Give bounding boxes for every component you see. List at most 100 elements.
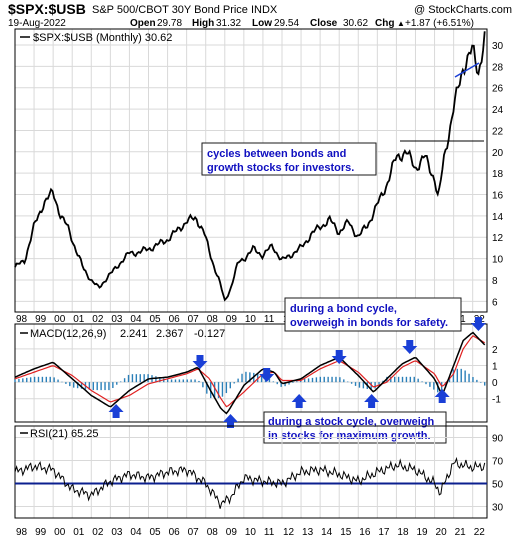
x-tick-label-top: 00 — [54, 314, 66, 325]
price-y-tick-label: 20 — [492, 148, 504, 159]
x-tick-label-bottom: 03 — [111, 527, 123, 538]
macd-histogram-bar — [256, 373, 259, 383]
x-tick-label-top: 04 — [130, 314, 142, 325]
macd-histogram-bar — [460, 368, 462, 383]
rsi-y-tick-label: 50 — [492, 480, 504, 491]
x-tick-label-top: 98 — [16, 314, 28, 325]
macd-histogram-bar — [241, 373, 243, 383]
macd-histogram-bar — [433, 382, 435, 390]
high-label: High — [192, 18, 214, 29]
x-tick-label-bottom: 12 — [283, 527, 295, 538]
macd-histogram-bar — [358, 382, 361, 388]
x-tick-label-bottom: 10 — [245, 527, 257, 538]
price-y-tick-label: 30 — [492, 41, 504, 52]
macd-histogram-bar — [159, 377, 161, 383]
price-y-tick-label: 24 — [492, 105, 504, 116]
hist-legend-value: -0.127 — [194, 328, 225, 340]
macd-histogram — [14, 368, 486, 399]
price-y-tick-label: 10 — [492, 255, 504, 266]
macd-histogram-bar — [14, 379, 16, 383]
macd-histogram-bar — [296, 381, 298, 383]
up-arrow — [108, 404, 124, 418]
up-arrow — [364, 394, 380, 408]
x-tick-label-bottom: 00 — [54, 527, 66, 538]
macd-histogram-bar — [221, 382, 224, 397]
down-arrow — [192, 355, 208, 369]
macd-histogram-bar — [202, 382, 204, 388]
chg-arrow: ▲ — [397, 19, 405, 28]
x-tick-label-top: 99 — [35, 314, 47, 325]
open-value: 29.78 — [157, 18, 182, 29]
x-tick-label-bottom: 15 — [340, 527, 352, 538]
macd-histogram-bar — [186, 379, 188, 383]
close-label: Close — [310, 18, 338, 29]
macd-histogram-bar — [131, 374, 134, 383]
price-y-tick-label: 28 — [492, 62, 504, 73]
ohlc-summary: Open 29.78 High 31.32 Low 29.54 Close 30… — [130, 18, 474, 29]
macd-histogram-bar — [268, 378, 271, 383]
macd-histogram-bar — [323, 376, 325, 383]
macd-histogram-bar — [311, 377, 314, 383]
macd-histogram-bar — [292, 382, 294, 383]
x-tick-label-bottom: 21 — [455, 527, 467, 538]
macd-histogram-bar — [350, 382, 353, 384]
macd-histogram-bar — [29, 377, 32, 383]
cycle-arrows — [108, 317, 486, 428]
low-label: Low — [252, 18, 272, 29]
x-tick-label-top: 03 — [111, 314, 123, 325]
macd-histogram-bar — [233, 382, 235, 384]
price-y-tick-label: 18 — [492, 169, 504, 180]
x-tick-label-bottom: 16 — [359, 527, 371, 538]
x-tick-label-bottom: 06 — [169, 527, 181, 538]
macd-histogram-bar — [22, 378, 24, 383]
macd-y-tick-label: 0 — [492, 378, 498, 389]
macd-histogram-bar — [339, 377, 341, 383]
macd-histogram-bar — [397, 376, 400, 383]
macd-histogram-bar — [61, 381, 63, 383]
macd-legend-value: 2.241 — [120, 328, 148, 340]
macd-histogram-bar — [139, 374, 141, 383]
x-tick-label-bottom: 08 — [207, 527, 219, 538]
macd-histogram-bar — [390, 376, 392, 383]
price-y-tick-label: 26 — [492, 84, 504, 95]
macd-histogram-bar — [170, 379, 173, 383]
annotation-cycles-line1: cycles between bonds and — [207, 148, 346, 160]
macd-histogram-bar — [272, 381, 275, 383]
up-arrow — [291, 394, 307, 408]
macd-histogram-bar — [69, 382, 71, 387]
macd-histogram-bar — [213, 382, 216, 399]
price-y-tick-label: 8 — [492, 276, 498, 287]
x-tick-label-top: 10 — [245, 314, 257, 325]
x-tick-label-bottom: 14 — [321, 527, 333, 538]
macd-histogram-bar — [327, 376, 329, 383]
macd-legend: MACD(12,26,9) — [30, 328, 106, 340]
macd-histogram-bar — [96, 382, 98, 391]
macd-histogram-bar — [456, 368, 459, 383]
macd-histogram-bar — [417, 378, 419, 383]
x-tick-label-top: 08 — [207, 314, 219, 325]
macd-histogram-bar — [174, 379, 177, 383]
macd-histogram-bar — [194, 379, 196, 383]
macd-histogram-bar — [370, 382, 372, 390]
macd-histogram-bar — [480, 382, 482, 383]
macd-histogram-bar — [166, 379, 169, 383]
x-tick-label-bottom: 13 — [302, 527, 314, 538]
macd-histogram-bar — [484, 382, 486, 386]
macd-histogram-bar — [206, 382, 208, 394]
macd-histogram-bar — [190, 379, 192, 383]
chart-description: S&P 500/CBOT 30Y Bond Price INDX — [92, 4, 278, 16]
macd-y-tick-label: -1 — [492, 395, 501, 406]
macd-histogram-bar — [448, 378, 451, 383]
x-tick-label-bottom: 04 — [130, 527, 142, 538]
chart-date: 19-Aug-2022 — [8, 18, 66, 29]
price-legend: $SPX:$USB (Monthly) 30.62 — [33, 32, 172, 44]
down-arrow — [470, 317, 486, 331]
rsi-y-tick-label: 30 — [492, 503, 504, 514]
macd-histogram-bar — [217, 382, 220, 399]
price-series-line — [14, 31, 486, 302]
macd-histogram-bar — [315, 377, 318, 383]
price-y-tick-label: 6 — [492, 297, 498, 308]
price-y-tick-label: 16 — [492, 191, 504, 202]
up-arrow — [434, 389, 450, 403]
macd-histogram-bar — [73, 382, 75, 388]
